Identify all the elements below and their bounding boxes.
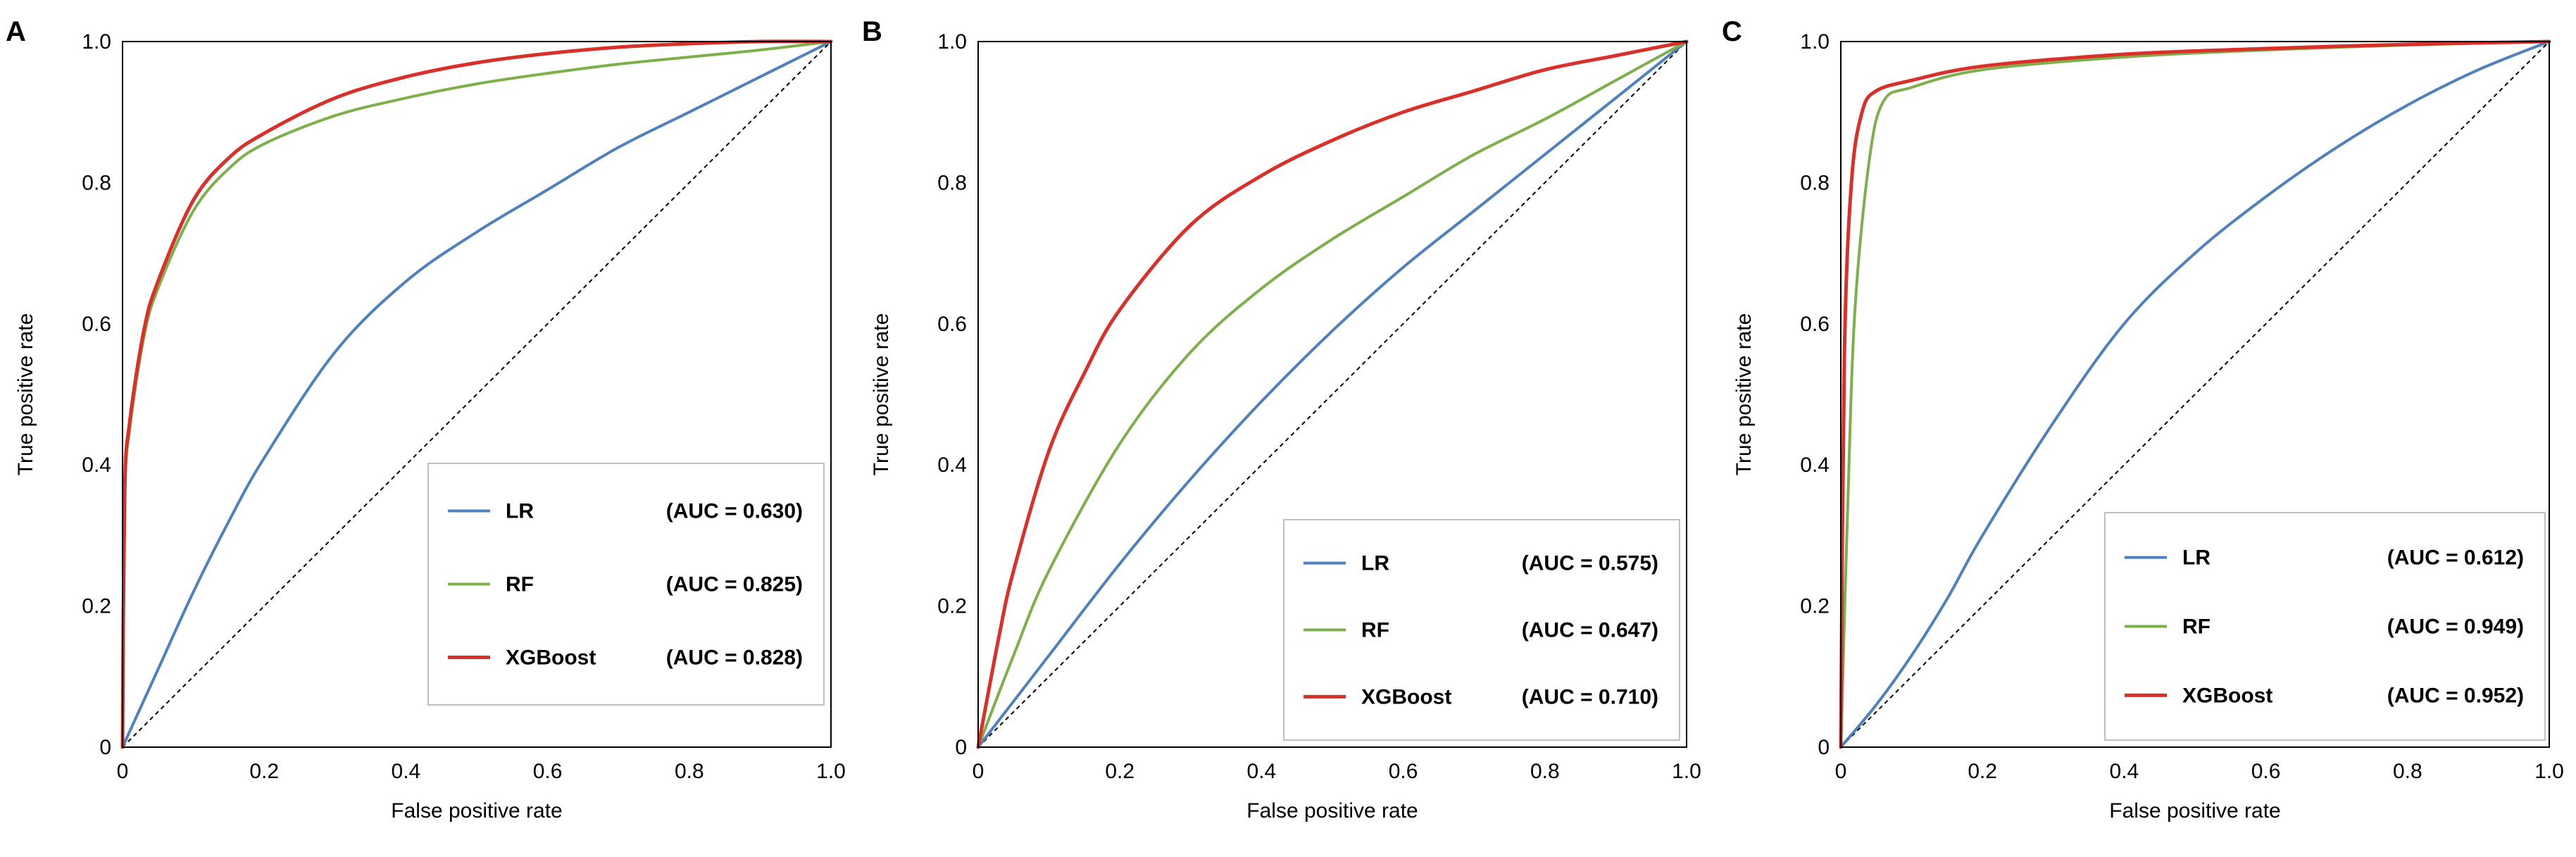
chance-diagonal [977,41,1687,748]
legend-label-rf: RF [2182,615,2211,639]
x-axis-label: False positive rate [391,799,562,822]
plot-area [120,39,833,749]
legend: LR RF XGBoost (AUC = 0.612) (AUC = 0.949… [2104,512,2546,741]
y-axis-ticks: 0 0.2 0.4 0.6 0.8 1.0 [937,30,967,759]
y-axis-label: True positive rate [870,313,893,476]
panel-letter: A [6,16,26,47]
y-tick-label: 0.2 [937,595,967,618]
y-axis-ticks: 0 0.2 0.4 0.6 0.8 1.0 [82,30,111,759]
chance-diagonal [122,41,832,748]
y-tick-label: 0.2 [82,595,111,618]
y-tick-label: 0 [99,736,111,759]
plot-area [976,39,1689,749]
panel-b: B 0 0.2 0.4 0.6 0.8 1.0 0 0.2 0.4 0.6 0.… [862,16,1701,822]
x-tick-label: 0.4 [392,760,421,783]
y-tick-label: 0.8 [937,171,967,194]
x-tick-label: 0.8 [2393,760,2422,783]
x-tick-label: 0.2 [249,760,279,783]
y-tick-label: 0.4 [82,453,111,477]
roc-curve-lr [977,40,1688,749]
legend-box [2104,512,2546,741]
x-axis-ticks: 0 0.2 0.4 0.6 0.8 1.0 [973,760,1701,783]
legend-label-xgboost: XGBoost [506,646,596,669]
panel-letter: B [862,16,882,47]
x-axis-ticks: 0 0.2 0.4 0.6 0.8 1.0 [117,760,846,783]
x-tick-label: 0.4 [2110,760,2139,783]
y-tick-label: 0.6 [937,313,967,336]
y-tick-label: 0 [955,736,967,759]
x-tick-label: 0.2 [1105,760,1134,783]
legend-label-rf: RF [506,573,534,596]
y-tick-label: 1.0 [1800,30,1830,54]
legend-auc-rf: (AUC = 0.949) [2387,615,2524,639]
legend-label-lr: LR [2182,546,2211,570]
legend-auc-xgboost: (AUC = 0.710) [1522,685,1658,708]
legend-auc-rf: (AUC = 0.647) [1522,619,1658,642]
chance-diagonal [1840,41,2550,748]
roc-curve-lr [1839,40,2551,749]
legend-label-rf: RF [1361,619,1389,642]
legend-auc-lr: (AUC = 0.612) [2387,546,2524,570]
x-tick-label: 0.6 [533,760,563,783]
y-tick-label: 0.2 [1800,595,1830,618]
legend-box [427,463,825,706]
legend-label-lr: LR [506,500,534,523]
legend-auc-xgboost: (AUC = 0.952) [2387,684,2524,707]
x-tick-label: 1.0 [2534,760,2564,783]
x-tick-label: 0.8 [1530,760,1560,783]
y-tick-label: 1.0 [937,30,967,54]
x-tick-label: 1.0 [816,760,846,783]
x-tick-label: 0.8 [675,760,704,783]
panel-a: A 0 0.2 0.4 0.6 0.8 1.0 0 0.2 0.4 0.6 0.… [6,16,846,822]
y-tick-label: 0.8 [1800,171,1830,194]
x-tick-label: 0.2 [1968,760,1997,783]
y-tick-label: 0.4 [937,453,967,477]
x-axis-label: False positive rate [2109,799,2280,822]
x-tick-label: 0 [1835,760,1847,783]
plot-frame [1840,41,2550,748]
roc-curve-lr [121,40,832,749]
legend: LR RF XGBoost (AUC = 0.575) (AUC = 0.647… [1283,519,1680,741]
x-tick-label: 0.6 [2251,760,2281,783]
x-tick-label: 0 [117,760,129,783]
x-tick-label: 0 [973,760,984,783]
y-tick-label: 0.6 [82,313,111,336]
x-tick-label: 0.6 [1389,760,1418,783]
y-axis-ticks: 0 0.2 0.4 0.6 0.8 1.0 [1800,30,1830,759]
x-tick-label: 1.0 [1672,760,1701,783]
panel-c: C 0 0.2 0.4 0.6 0.8 1.0 0 0.2 0.4 0.6 0.… [1722,16,2564,822]
roc-curve-xgboost [1839,39,2551,749]
y-axis-label: True positive rate [14,313,37,476]
legend-box [1283,519,1680,741]
legend-auc-lr: (AUC = 0.630) [666,500,803,523]
legend-label-lr: LR [1361,552,1389,575]
legend-label-xgboost: XGBoost [2182,684,2272,707]
legend: LR RF XGBoost (AUC = 0.630) (AUC = 0.825… [427,463,825,706]
roc-curve-xgboost [976,39,1689,749]
y-tick-label: 0 [1818,736,1830,759]
legend-label-xgboost: XGBoost [1361,685,1451,708]
y-tick-label: 0.8 [82,171,111,194]
legend-auc-rf: (AUC = 0.825) [666,573,803,596]
roc-curve-rf [977,40,1688,749]
plot-frame [977,41,1687,748]
plot-frame [122,41,832,748]
panel-letter: C [1722,16,1742,47]
roc-curve-xgboost [120,39,833,749]
y-tick-label: 0.6 [1800,313,1830,336]
x-axis-label: False positive rate [1246,799,1418,822]
y-tick-label: 1.0 [82,30,111,54]
plot-area [1839,39,2551,749]
x-axis-ticks: 0 0.2 0.4 0.6 0.8 1.0 [1835,760,2564,783]
legend-auc-xgboost: (AUC = 0.828) [666,646,803,669]
x-tick-label: 0.4 [1247,760,1277,783]
y-tick-label: 0.4 [1800,453,1830,477]
y-axis-label: True positive rate [1732,313,1756,476]
legend-auc-lr: (AUC = 0.575) [1522,552,1658,575]
